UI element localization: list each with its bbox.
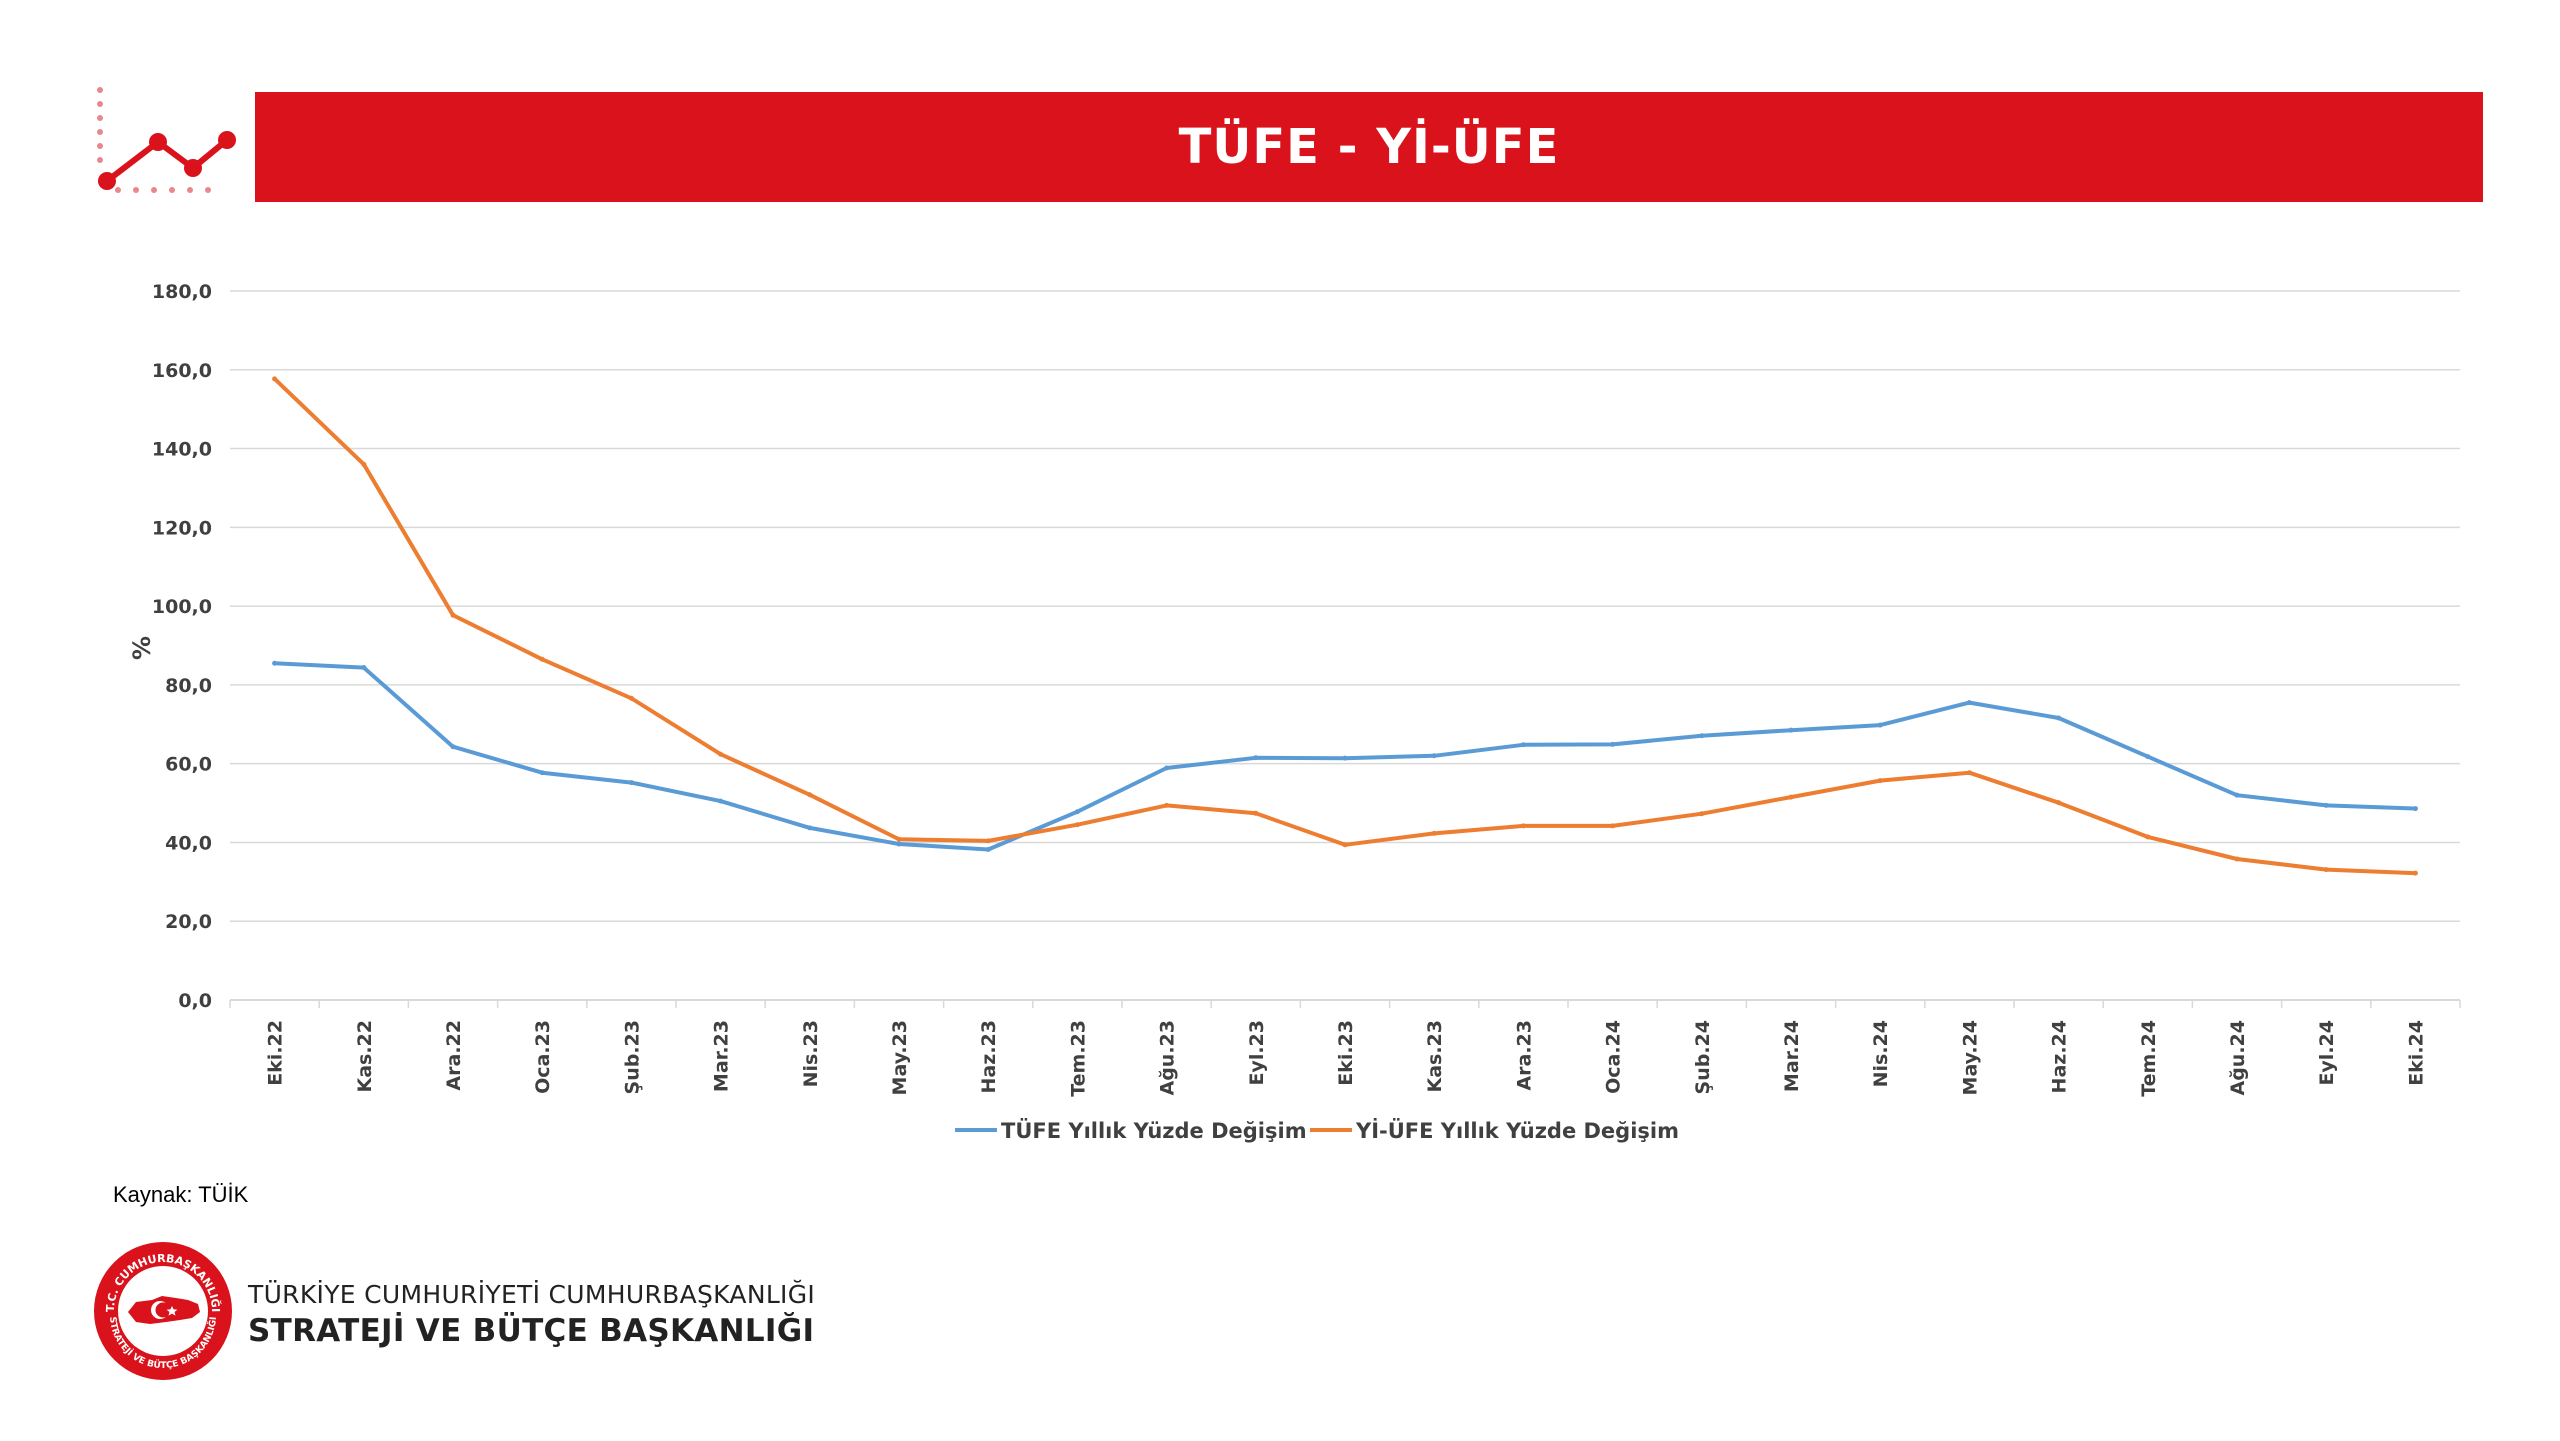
data-point: [1966, 700, 1972, 706]
x-tick-label: Oca.24: [1603, 1020, 1625, 1094]
data-point: [272, 660, 278, 666]
data-point: [1877, 722, 1883, 728]
y-tick-label: 160,0: [152, 360, 212, 382]
data-point: [896, 836, 902, 842]
x-tick-label: Eyl.24: [2316, 1020, 2338, 1086]
header-bar: TÜFE - Yİ-ÜFE: [255, 92, 2483, 202]
data-point: [539, 770, 545, 776]
x-tick-label: Şub.23: [621, 1020, 643, 1094]
y-tick-label: 0,0: [178, 990, 212, 1012]
y-tick-label: 80,0: [165, 675, 212, 697]
x-tick-label: Kas.23: [1424, 1020, 1446, 1093]
data-point: [2234, 792, 2240, 798]
data-point: [1520, 823, 1526, 829]
data-point: [272, 376, 278, 382]
data-point: [1074, 809, 1080, 815]
data-point: [1877, 778, 1883, 784]
x-tick-label: Haz.24: [2049, 1020, 2071, 1093]
data-point: [807, 792, 813, 798]
institution-seal-logo: T.C. CUMHURBAŞKANLIĞI STRATEJİ VE BÜTÇE …: [94, 1242, 232, 1380]
x-tick-label: Kas.22: [354, 1020, 376, 1093]
x-tick-label: Nis.24: [1870, 1020, 1892, 1087]
data-point: [2412, 870, 2418, 876]
data-point: [1074, 822, 1080, 828]
x-tick-label: May.23: [889, 1020, 911, 1095]
data-point: [2145, 834, 2151, 840]
legend-label-1: TÜFE Yıllık Yüzde Değişim: [1001, 1118, 1307, 1143]
y-tick-label: 40,0: [165, 832, 212, 854]
data-point: [1699, 811, 1705, 817]
x-tick-label: Mar.24: [1781, 1020, 1803, 1092]
page-title: TÜFE - Yİ-ÜFE: [1178, 119, 1560, 175]
data-point: [718, 751, 724, 757]
footer-institution-line2: STRATEJİ VE BÜTÇE BAŞKANLIĞI: [248, 1313, 815, 1349]
data-point: [1699, 733, 1705, 739]
x-tick-label: Eki.22: [265, 1020, 287, 1086]
data-point: [1253, 810, 1259, 816]
x-tick-label: Nis.23: [800, 1020, 822, 1087]
data-point: [450, 612, 456, 618]
data-point: [896, 841, 902, 847]
y-axis-label: %: [128, 636, 156, 660]
data-point: [1610, 741, 1616, 747]
data-point: [1520, 742, 1526, 748]
x-tick-label: Haz.23: [978, 1020, 1000, 1093]
data-point: [985, 838, 991, 844]
data-point: [1966, 770, 1972, 776]
data-point: [1164, 765, 1170, 771]
data-point: [361, 461, 367, 467]
source-note: Kaynak: TÜİK: [113, 1182, 249, 1207]
data-point: [2323, 867, 2329, 873]
x-tick-label: Ağu.24: [2227, 1020, 2249, 1096]
data-point: [1253, 755, 1259, 761]
data-point: [2145, 754, 2151, 760]
data-point: [1431, 753, 1437, 759]
x-tick-label: Oca.23: [532, 1020, 554, 1094]
data-point: [1431, 830, 1437, 836]
x-tick-label: Eki.23: [1335, 1020, 1357, 1086]
data-point: [628, 695, 634, 701]
line-chart: 0,0 20,0 40,0 60,0 80,0 100,0 120,0 140,0 160,0 1…: [128, 281, 2461, 1143]
x-tick-label: Şub.24: [1692, 1020, 1714, 1094]
y-tick-label: 180,0: [152, 281, 212, 303]
y-tick-label: 100,0: [152, 596, 212, 618]
data-point: [628, 780, 634, 786]
data-point: [361, 665, 367, 671]
data-point: [450, 744, 456, 750]
data-point: [1610, 823, 1616, 829]
data-point: [1788, 727, 1794, 733]
x-tick-label: Eyl.23: [1246, 1020, 1268, 1086]
trend-chart-icon: [97, 87, 236, 193]
y-tick-label: 140,0: [152, 439, 212, 461]
x-tick-label: Ara.23: [1513, 1020, 1535, 1091]
data-point: [2056, 715, 2062, 721]
y-tick-label: 120,0: [152, 517, 212, 539]
x-tick-label: Mar.23: [711, 1020, 733, 1092]
legend-label-2: Yİ-ÜFE Yıllık Yüzde Değişim: [1355, 1118, 1679, 1143]
x-tick-label: Tem.24: [2138, 1020, 2160, 1097]
data-point: [1342, 755, 1348, 761]
x-tick-label: Ara.22: [443, 1020, 465, 1091]
y-tick-label: 20,0: [165, 911, 212, 933]
data-point: [718, 798, 724, 804]
y-tick-label: 60,0: [165, 754, 212, 776]
x-tick-label: Ağu.23: [1157, 1020, 1179, 1096]
footer-institution-line1: TÜRKİYE CUMHURİYETİ CUMHURBAŞKANLIĞI: [248, 1280, 816, 1309]
x-tick-label: Tem.23: [1067, 1020, 1089, 1097]
data-point: [1788, 794, 1794, 800]
data-point: [2323, 802, 2329, 808]
x-tick-label: Eki.24: [2405, 1020, 2427, 1086]
series-line-2: [272, 376, 2418, 876]
data-point: [1164, 802, 1170, 808]
data-point: [2056, 800, 2062, 806]
data-point: [807, 825, 813, 831]
x-tick-label: May.24: [1959, 1020, 1981, 1095]
data-point: [2412, 806, 2418, 812]
data-point: [2234, 856, 2240, 862]
data-point: [1342, 842, 1348, 848]
data-point: [539, 656, 545, 662]
data-point: [985, 847, 991, 853]
